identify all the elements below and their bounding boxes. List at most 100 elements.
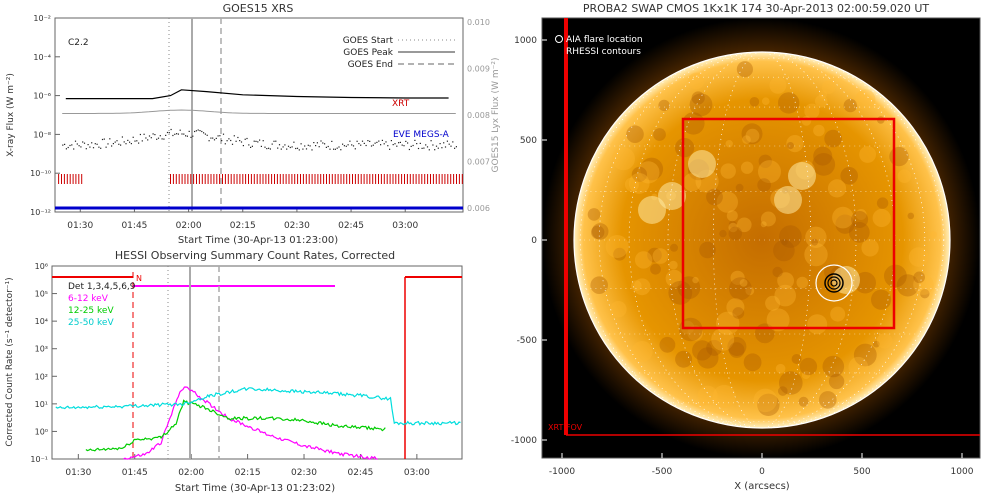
- goes-dot: [260, 145, 262, 147]
- active-region-bright: [658, 182, 686, 210]
- goes-dot: [347, 144, 349, 146]
- goes-y-tick: 10⁻⁶: [33, 92, 51, 101]
- goes-dot: [83, 142, 86, 144]
- sun-texture-blob: [799, 357, 818, 376]
- sun-texture-blob: [853, 343, 877, 367]
- sun-texture-blob: [719, 229, 727, 238]
- goes-y-tick: 10⁻²: [33, 14, 51, 23]
- goes-dot: [286, 148, 288, 150]
- goes-dot: [296, 147, 299, 149]
- hessi-y-tick: 10⁴: [35, 317, 48, 326]
- goes-dot: [399, 141, 401, 143]
- goes-dot: [206, 134, 208, 136]
- goes-dot: [183, 133, 185, 135]
- longitude-line: [712, 51, 811, 429]
- goes-dot: [123, 141, 125, 143]
- goes-dot: [201, 130, 203, 133]
- sun-texture-blob: [726, 298, 745, 317]
- goes-dot: [446, 140, 448, 142]
- sun-texture-blob: [590, 276, 608, 295]
- goes-dot: [105, 146, 107, 148]
- goes-dot: [389, 148, 391, 150]
- goes-dot: [188, 130, 190, 132]
- goes-x-tick: 03:00: [392, 221, 418, 231]
- goes-dot: [179, 129, 181, 131]
- goes-dot: [82, 141, 84, 143]
- goes-legend: GOES Start GOES Peak GOES End: [343, 36, 455, 70]
- hessi-panel: HESSI Observing Summary Count Rates, Cor…: [5, 249, 463, 494]
- hessi-y-tick-labels: 10⁻¹ 10⁰ 10¹ 10² 10³ 10⁴ 10⁵ 10⁶: [30, 262, 57, 464]
- hessi-data: [55, 386, 461, 460]
- sun-texture-blob: [876, 197, 889, 209]
- goes-dot: [134, 140, 136, 142]
- sun-texture-blob: [861, 239, 879, 257]
- hessi-x-tick: 03:00: [404, 468, 430, 478]
- swap-legend: AIA flare location RHESSI contours: [555, 35, 643, 57]
- goes-dot: [132, 136, 134, 138]
- goes-dot: [139, 133, 141, 136]
- sun-texture-blob: [907, 212, 915, 220]
- goes-dot: [324, 143, 326, 145]
- sun-texture-blob: [813, 146, 833, 166]
- goes-dot: [417, 147, 420, 150]
- sun-texture-blob: [871, 289, 892, 310]
- goes-dot: [410, 145, 412, 147]
- goes-dot: [203, 132, 205, 134]
- goes-dot: [443, 142, 445, 144]
- goes-dot: [268, 147, 270, 149]
- goes-dot: [376, 141, 378, 143]
- goes-dot: [85, 148, 87, 150]
- goes-dot: [98, 146, 100, 148]
- goes-dot: [340, 149, 342, 151]
- goes-dot: [334, 148, 336, 150]
- goes-dot: [120, 144, 122, 146]
- sun-texture-blob: [728, 222, 738, 233]
- sun-texture-blob: [631, 166, 648, 182]
- goes-dot: [73, 148, 75, 150]
- goes-dot: [262, 140, 264, 142]
- sun-texture-blob: [736, 61, 754, 78]
- goes-dot: [315, 145, 317, 147]
- sun-texture-blob: [827, 179, 847, 198]
- sun-texture-blob: [760, 211, 776, 227]
- goes-dot: [250, 146, 252, 148]
- goes-dot: [358, 143, 360, 145]
- sun-texture-blob: [712, 384, 736, 408]
- goes-dot: [114, 141, 116, 143]
- sun-texture-blob: [659, 336, 676, 353]
- hessi-series-curve: [123, 386, 378, 460]
- goes-x-tick-labels: 01:30 01:45 02:00 02:15 02:30 02:45 03:00: [67, 207, 418, 231]
- goes-dot: [367, 140, 369, 142]
- goes-dot: [141, 140, 143, 142]
- goes-dot: [194, 130, 196, 133]
- sun-texture-blob: [675, 350, 693, 368]
- goes-dot: [343, 145, 345, 147]
- sun-texture-blob: [741, 123, 763, 145]
- hessi-legend-12-25: 12-25 keV: [68, 306, 114, 316]
- goes-x-tick: 02:00: [176, 221, 202, 231]
- goes-dot: [195, 130, 197, 132]
- sun-texture-blob: [832, 206, 854, 229]
- goes-dot: [444, 146, 447, 148]
- sun-texture-blob: [854, 271, 876, 294]
- goes-dot: [423, 147, 425, 149]
- goes-dot: [295, 147, 297, 150]
- goes-dot: [374, 142, 376, 144]
- swap-y-tick: -500: [517, 336, 538, 346]
- goes-dot: [87, 144, 89, 146]
- goes-legend-start: GOES Start: [343, 36, 394, 46]
- goes-dot: [129, 141, 131, 143]
- goes-dot: [65, 148, 67, 150]
- goes-dot: [112, 143, 114, 145]
- goes-dot: [94, 143, 96, 145]
- goes-dot: [150, 137, 152, 139]
- sun-texture-blob: [745, 286, 755, 296]
- hessi-y-axis-label: Corrected Count Rate (s⁻¹ detector⁻¹): [5, 277, 15, 446]
- sun-texture-blob: [774, 284, 796, 307]
- goes-dot: [235, 140, 237, 142]
- sun-texture-blob: [884, 264, 907, 288]
- sun-texture-blob: [855, 89, 876, 110]
- sun-texture-blob: [872, 340, 880, 348]
- sun-texture-blob: [728, 226, 743, 241]
- goes-dot: [130, 143, 132, 145]
